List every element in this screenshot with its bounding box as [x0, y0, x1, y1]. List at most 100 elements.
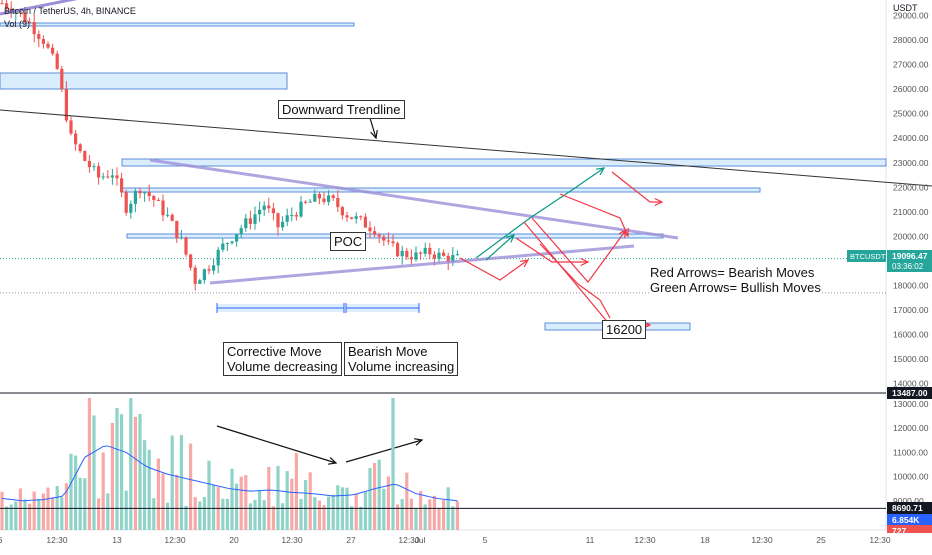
- volume-bar: [239, 476, 243, 530]
- candle-body: [32, 22, 36, 35]
- candle-body: [143, 192, 147, 194]
- drawings: [0, 0, 932, 465]
- green-arrow-path-head: [596, 167, 606, 176]
- volume-bar: [106, 493, 110, 530]
- volume-bar: [442, 500, 446, 530]
- candle-body: [400, 250, 404, 257]
- candle-body: [184, 237, 188, 255]
- candle-body: [115, 175, 119, 179]
- volume-bar: [161, 473, 165, 530]
- candle-body: [97, 166, 101, 178]
- volume-bar: [60, 497, 64, 530]
- volume-bar: [129, 398, 133, 530]
- wedge-upper: [149, 158, 679, 240]
- legend-red: Red Arrows= Bearish Moves: [650, 265, 815, 280]
- volume-last-badge-text: 6.854K: [892, 515, 920, 525]
- volume-bar: [248, 503, 252, 530]
- candle-body: [345, 215, 349, 218]
- corrective-move-label[interactable]: Corrective Move Volume decreasing: [223, 342, 342, 376]
- volume-bar: [313, 496, 317, 530]
- price-tick-label: 27000.00: [893, 60, 929, 70]
- volume-bar: [198, 501, 202, 530]
- time-tick-label: 11: [586, 535, 595, 545]
- volume-arrow-down-head: [327, 457, 338, 465]
- candle-body: [0, 3, 4, 5]
- candle-body: [175, 220, 179, 239]
- zone-1: [0, 22, 355, 27]
- downward-trendline-label[interactable]: Downward Trendline: [278, 100, 405, 119]
- candle-body: [253, 214, 257, 224]
- volume-bar: [258, 490, 262, 530]
- price-tick-label: 14000.00: [893, 379, 929, 389]
- volume-bar: [83, 478, 87, 530]
- candle-body: [419, 252, 423, 254]
- volume-bar: [115, 408, 119, 530]
- volume-bar: [147, 449, 151, 530]
- volume-bar: [331, 494, 335, 530]
- volume-bar: [322, 505, 326, 530]
- volume-bar: [225, 498, 229, 530]
- legend-green: Green Arrows= Bullish Moves: [650, 280, 821, 295]
- volume-tick-label: 9000.00: [893, 496, 924, 506]
- price-tick-label: 15000.00: [893, 354, 929, 364]
- candle-body: [207, 269, 211, 271]
- volume-sub-badge-text: 727: [892, 526, 906, 536]
- volume-bar: [409, 498, 413, 530]
- volume-bar: [363, 491, 367, 530]
- countdown-badge: 03:36:02: [892, 262, 924, 271]
- candle-body: [129, 203, 133, 213]
- volume-bar: [143, 440, 147, 530]
- bearish-move-label[interactable]: Bearish Move Volume increasing: [344, 342, 459, 376]
- volume-bar: [212, 485, 216, 530]
- downward-trendline: [0, 109, 932, 187]
- volume-bar: [396, 504, 400, 530]
- trendline-pointer: [369, 117, 377, 139]
- trendline-pointer-head: [370, 130, 378, 140]
- candle-body: [442, 252, 446, 256]
- candle-body: [147, 192, 151, 197]
- symbol-tag-text: BTCUSDT: [850, 252, 886, 261]
- candle-body: [437, 252, 441, 259]
- price-tick-label: 23000.00: [893, 158, 929, 168]
- volume-bar: [189, 443, 193, 530]
- candle-body: [225, 243, 229, 245]
- candle-body: [152, 196, 156, 200]
- candle-body: [179, 237, 183, 239]
- candle-body: [239, 228, 243, 234]
- poc-label[interactable]: POC: [330, 232, 367, 251]
- volume-level-badge: 8690.71: [887, 502, 932, 514]
- volume-tick-label: 11000.00: [893, 447, 928, 457]
- time-tick-label: 12:30: [751, 535, 773, 545]
- volume-indicator-label[interactable]: Vol (9): [4, 19, 31, 29]
- time-tick-label: 20: [229, 535, 239, 545]
- volume-bar: [308, 472, 312, 530]
- currency-label[interactable]: USDT: [893, 3, 918, 13]
- volume-bar: [175, 474, 179, 530]
- legend-box[interactable]: Red Arrows= Bearish Moves Green Arrows= …: [650, 265, 821, 295]
- volume-bar: [244, 475, 248, 530]
- price-tick-label: 25000.00: [893, 109, 929, 119]
- volume-bar: [51, 497, 55, 530]
- candle-body: [41, 38, 45, 44]
- candle-body: [51, 47, 55, 54]
- candle-body: [202, 269, 206, 281]
- target-label[interactable]: 16200: [602, 320, 647, 339]
- volume-bar: [285, 471, 289, 530]
- volume-bar: [37, 498, 41, 530]
- candle-body: [322, 198, 326, 203]
- candle-body: [64, 89, 68, 121]
- volume-bar: [97, 498, 101, 530]
- time-tick-label: 12:30: [281, 535, 303, 545]
- green-arrow-path: [475, 167, 605, 259]
- volume-bar: [281, 503, 285, 530]
- candle-body: [373, 231, 377, 235]
- price-tick-label: 22000.00: [893, 182, 929, 192]
- zone-4: [126, 233, 664, 239]
- symbol-tag-bg: [847, 250, 886, 262]
- volume-bar: [359, 506, 363, 530]
- candle-body: [78, 144, 82, 152]
- price-tick-label: 26000.00: [893, 84, 929, 94]
- candle-body: [340, 207, 344, 216]
- candle-body: [446, 255, 450, 263]
